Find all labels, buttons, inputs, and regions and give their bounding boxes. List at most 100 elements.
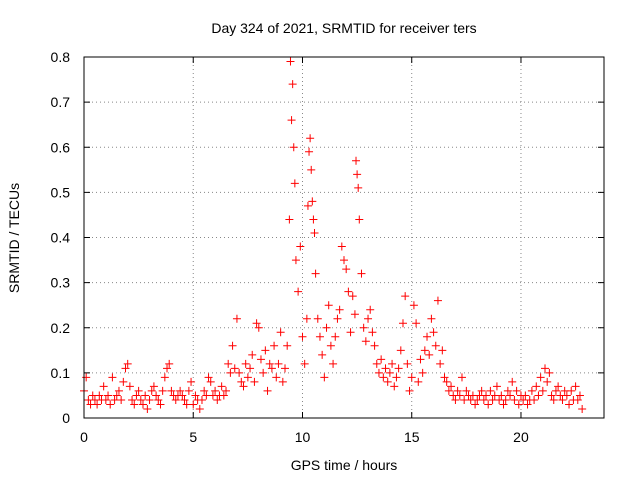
data-point (134, 386, 143, 395)
data-point (117, 395, 126, 404)
data-point (532, 382, 541, 391)
data-point (354, 183, 363, 192)
data-point (538, 386, 547, 395)
data-point (407, 373, 416, 382)
data-point (503, 386, 512, 395)
data-point (302, 314, 311, 323)
data-point (256, 355, 265, 364)
data-point (457, 373, 466, 382)
x-tick-label: 15 (404, 429, 420, 445)
data-point (506, 391, 515, 400)
y-tick-label: 0.2 (51, 320, 71, 336)
data-point (372, 359, 381, 368)
data-point (176, 386, 185, 395)
data-point (512, 386, 521, 395)
data-point (303, 201, 312, 210)
data-point (499, 400, 508, 409)
y-tick-label: 0.1 (51, 365, 71, 381)
data-point (123, 359, 132, 368)
data-point (444, 386, 453, 395)
data-point (388, 359, 397, 368)
data-point (197, 395, 206, 404)
data-point (289, 143, 298, 152)
data-point (508, 377, 517, 386)
data-point (368, 328, 377, 337)
data-point (497, 391, 506, 400)
data-point (361, 337, 370, 346)
data-point (350, 310, 359, 319)
data-point (206, 377, 215, 386)
data-point (130, 400, 139, 409)
data-point (147, 386, 156, 395)
data-point (259, 368, 268, 377)
data-point (547, 391, 556, 400)
data-point (318, 350, 327, 359)
data-point (156, 400, 165, 409)
data-point (228, 341, 237, 350)
y-tick-label: 0.7 (51, 94, 71, 110)
data-point (254, 323, 263, 332)
data-point (359, 323, 368, 332)
data-point (549, 395, 558, 404)
data-point (418, 368, 427, 377)
y-tick-label: 0 (62, 410, 70, 426)
data-point (285, 215, 294, 224)
data-point (331, 332, 340, 341)
data-point (484, 400, 493, 409)
data-point (82, 373, 91, 382)
data-point (357, 269, 366, 278)
data-point (541, 364, 550, 373)
data-point (370, 341, 379, 350)
data-point (477, 386, 486, 395)
data-point (451, 395, 460, 404)
chart-title: Day 324 of 2021, SRMTID for receiver ter… (211, 20, 476, 36)
data-point (409, 301, 418, 310)
data-point (433, 296, 442, 305)
data-point (141, 391, 150, 400)
data-point (414, 377, 423, 386)
data-point (440, 373, 449, 382)
data-point (165, 359, 174, 368)
data-point (571, 382, 580, 391)
data-point (364, 314, 373, 323)
y-axis-label: SRMTID / TECUs (6, 183, 22, 293)
data-point (567, 386, 576, 395)
data-point (324, 301, 333, 310)
data-point (392, 373, 401, 382)
data-point (261, 346, 270, 355)
data-point (344, 287, 353, 296)
data-point (95, 391, 104, 400)
data-point (270, 341, 279, 350)
data-point (235, 368, 244, 377)
data-point (337, 242, 346, 251)
data-point (536, 373, 545, 382)
data-point (152, 391, 161, 400)
data-point (278, 377, 287, 386)
data-point (447, 382, 456, 391)
data-point (442, 377, 451, 386)
data-point (200, 386, 209, 395)
data-point (224, 359, 233, 368)
data-point (187, 377, 196, 386)
data-point (383, 377, 392, 386)
data-point (562, 391, 571, 400)
data-point (335, 305, 344, 314)
data-point (558, 395, 567, 404)
data-point (237, 377, 246, 386)
data-point (252, 319, 261, 328)
x-axis-label: GPS time / hours (291, 457, 398, 473)
data-point (145, 395, 154, 404)
data-point (246, 364, 255, 373)
data-point (534, 391, 543, 400)
data-point (163, 364, 172, 373)
data-point (401, 292, 410, 301)
data-point (455, 391, 464, 400)
data-point (296, 242, 305, 251)
data-point (128, 395, 137, 404)
data-point (222, 386, 231, 395)
data-point (492, 382, 501, 391)
data-point (471, 400, 480, 409)
data-point (204, 373, 213, 382)
data-point (108, 373, 117, 382)
